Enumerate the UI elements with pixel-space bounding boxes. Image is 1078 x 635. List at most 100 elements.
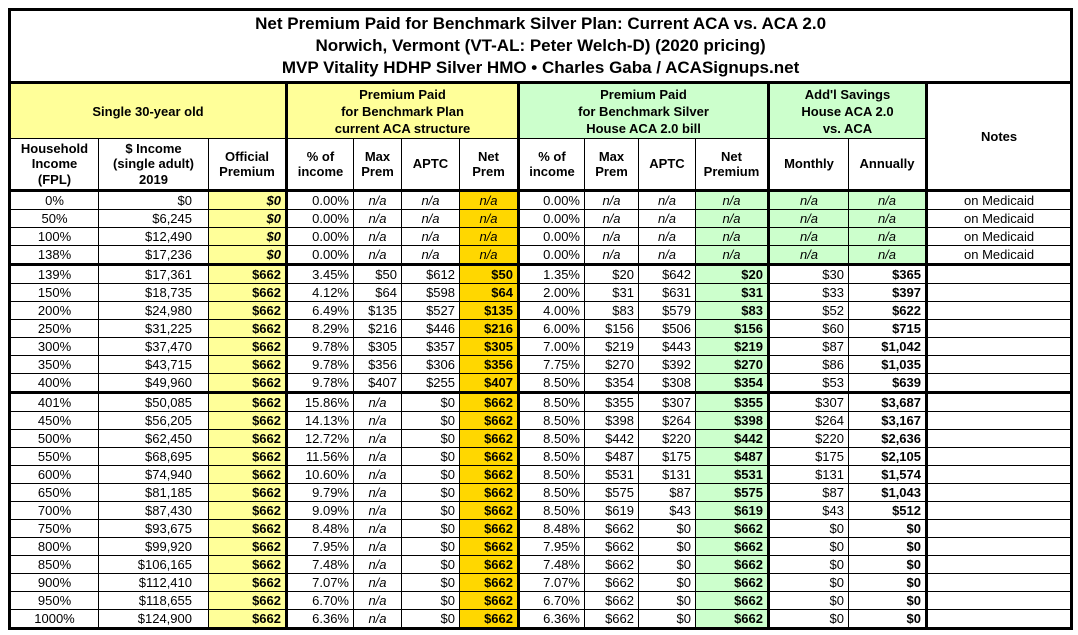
aca2-pct-income-cell: 6.00% [517, 319, 585, 338]
notes-cell [924, 483, 1073, 502]
aca-aptc-cell: $0 [401, 429, 460, 448]
savings-monthly-cell: n/a [767, 209, 849, 228]
notes-cell [924, 609, 1073, 629]
fpl-cell: 750% [9, 519, 99, 538]
aca-pct-income-cell: 7.07% [285, 573, 354, 592]
aca-net-prem-cell: $662 [459, 573, 519, 592]
savings-annually-cell: $397 [848, 283, 927, 302]
aca2-net-premium-cell: n/a [695, 227, 769, 246]
notes-cell: on Medicaid [924, 190, 1073, 210]
aca-aptc-cell: $612 [401, 264, 460, 284]
income-cell: $56,205 [98, 411, 209, 430]
group-header-row: Single 30-year old Premium Paid for Benc… [9, 82, 1073, 192]
fpl-cell: 450% [9, 411, 99, 430]
official-premium-cell: $662 [208, 483, 287, 502]
column-header-aca-net-prem: Net Prem [459, 138, 519, 192]
aca2-max-prem-cell: $662 [584, 591, 639, 610]
aca2-pct-income-cell: 2.00% [517, 283, 585, 302]
savings-monthly-cell: $52 [767, 301, 849, 320]
aca-max-prem-cell: $407 [353, 373, 402, 394]
official-premium-cell: $662 [208, 392, 287, 412]
column-header-official-premium: Official Premium [208, 138, 287, 192]
fpl-cell: 650% [9, 483, 99, 502]
official-premium-cell: $662 [208, 591, 287, 610]
table-row: 550% $68,695 $662 11.56% n/a $0 $662 8.50% $487 $… [9, 447, 1073, 466]
aca-net-prem-cell: $662 [459, 519, 519, 538]
table-title-block: Net Premium Paid for Benchmark Silver Pl… [8, 9, 1073, 84]
column-header-aca-max-prem: Max Prem [353, 138, 402, 192]
savings-annually-cell: n/a [848, 190, 927, 210]
fpl-cell: 300% [9, 337, 99, 356]
aca2-max-prem-cell: $531 [584, 465, 639, 484]
savings-monthly-cell: $43 [767, 501, 849, 520]
official-premium-cell: $0 [208, 190, 287, 210]
notes-cell [924, 411, 1073, 430]
table-row: 0% $0 $0 0.00% n/a n/a n/a 0.00% n/a n/a n/a n/a n/a… [9, 190, 1073, 210]
official-premium-cell: $662 [208, 447, 287, 466]
aca-net-prem-cell: $64 [459, 283, 519, 302]
aca-max-prem-cell: $216 [353, 319, 402, 338]
aca2-max-prem-cell: n/a [584, 245, 639, 266]
fpl-cell: 600% [9, 465, 99, 484]
official-premium-cell: $662 [208, 573, 287, 592]
table-row: 850% $106,165 $662 7.48% n/a $0 $662 7.48% $662 $… [9, 555, 1073, 574]
savings-annually-cell: n/a [848, 245, 927, 266]
table-row: 350% $43,715 $662 9.78% $356 $306 $356 7.75% $27… [9, 355, 1073, 374]
aca-aptc-cell: n/a [401, 209, 460, 228]
aca-max-prem-cell: $135 [353, 301, 402, 320]
aca-pct-income-cell: 15.86% [285, 392, 354, 412]
savings-monthly-cell: $0 [767, 609, 849, 629]
aca-max-prem-cell: n/a [353, 519, 402, 538]
aca-aptc-cell: $0 [401, 392, 460, 412]
aca2-pct-income-cell: 7.48% [517, 555, 585, 574]
aca-aptc-cell: n/a [401, 227, 460, 246]
aca2-pct-income-cell: 1.35% [517, 264, 585, 284]
savings-monthly-cell: $264 [767, 411, 849, 430]
savings-monthly-cell: $307 [767, 392, 849, 412]
aca-pct-income-cell: 10.60% [285, 465, 354, 484]
aca2-pct-income-cell: 8.50% [517, 392, 585, 412]
aca2-pct-income-cell: 8.50% [517, 447, 585, 466]
aca-net-prem-cell: $356 [459, 355, 519, 374]
fpl-cell: 250% [9, 319, 99, 338]
fpl-cell: 800% [9, 537, 99, 556]
aca2-net-premium-cell: $487 [695, 447, 769, 466]
aca2-aptc-cell: n/a [638, 190, 696, 210]
income-cell: $18,735 [98, 283, 209, 302]
notes-cell [924, 501, 1073, 520]
fpl-cell: 950% [9, 591, 99, 610]
notes-cell [924, 591, 1073, 610]
fpl-cell: 150% [9, 283, 99, 302]
aca-aptc-cell: $0 [401, 537, 460, 556]
aca-aptc-cell: $0 [401, 519, 460, 538]
official-premium-cell: $662 [208, 355, 287, 374]
column-header-aca-aptc: APTC [401, 138, 460, 192]
aca-aptc-cell: $255 [401, 373, 460, 394]
table-row: 450% $56,205 $662 14.13% n/a $0 $662 8.50% $398 $… [9, 411, 1073, 430]
income-cell: $49,960 [98, 373, 209, 394]
savings-annually-cell: $639 [848, 373, 927, 394]
aca-net-prem-cell: $662 [459, 392, 519, 412]
notes-cell [924, 373, 1073, 394]
table-row: 950% $118,655 $662 6.70% n/a $0 $662 6.70% $662 $… [9, 591, 1073, 610]
aca2-max-prem-cell: $83 [584, 301, 639, 320]
aca-max-prem-cell: n/a [353, 245, 402, 266]
savings-annually-cell: $1,035 [848, 355, 927, 374]
aca2-max-prem-cell: n/a [584, 190, 639, 210]
aca-max-prem-cell: n/a [353, 555, 402, 574]
aca2-max-prem-cell: $662 [584, 537, 639, 556]
aca-pct-income-cell: 7.95% [285, 537, 354, 556]
aca2-aptc-cell: n/a [638, 209, 696, 228]
aca2-pct-income-cell: 8.50% [517, 465, 585, 484]
official-premium-cell: $662 [208, 264, 287, 284]
aca-max-prem-cell: n/a [353, 392, 402, 412]
table-row: 750% $93,675 $662 8.48% n/a $0 $662 8.48% $662 $0… [9, 519, 1073, 538]
income-cell: $17,361 [98, 264, 209, 284]
aca-net-prem-cell: $135 [459, 301, 519, 320]
aca2-max-prem-cell: $270 [584, 355, 639, 374]
savings-monthly-cell: n/a [767, 227, 849, 246]
fpl-cell: 50% [9, 209, 99, 228]
aca2-aptc-cell: $0 [638, 537, 696, 556]
aca-max-prem-cell: n/a [353, 483, 402, 502]
income-cell: $93,675 [98, 519, 209, 538]
